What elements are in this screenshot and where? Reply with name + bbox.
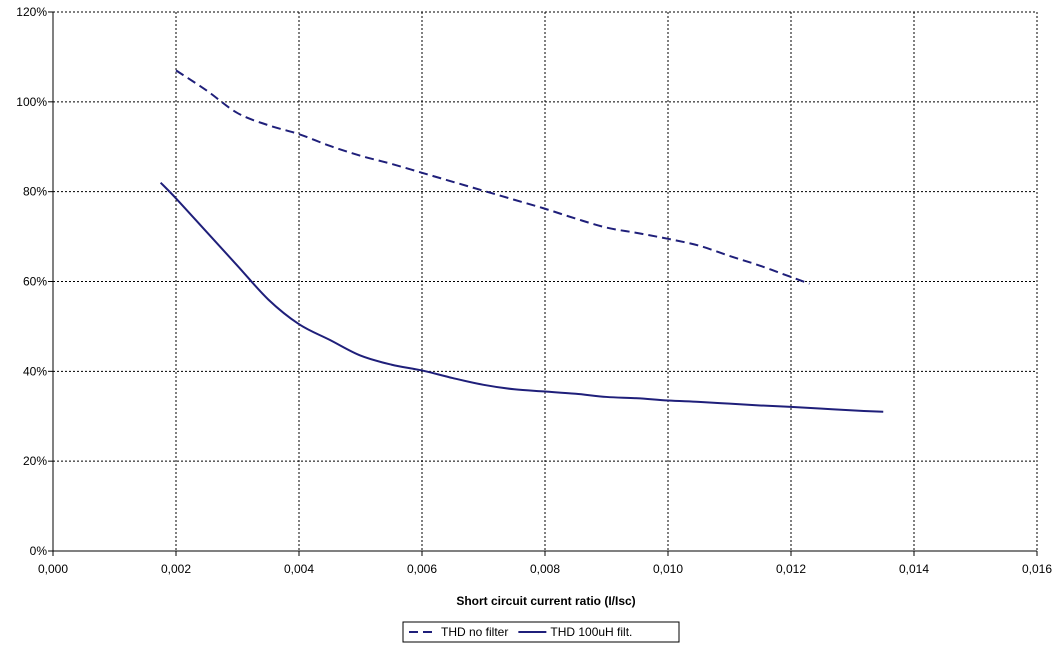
x-tick-label: 0,016 xyxy=(1022,562,1052,576)
x-tick-label: 0,008 xyxy=(530,562,560,576)
grid-lines xyxy=(53,11,1038,551)
x-tick-label: 0,000 xyxy=(38,562,68,576)
x-tick-label: 0,004 xyxy=(284,562,314,576)
x-tick-labels: 0,000 0,002 0,004 0,006 0,008 0,010 0,012 0,014… xyxy=(38,562,1052,576)
x-tick-label: 0,006 xyxy=(407,562,437,576)
x-tick-label: 0,010 xyxy=(653,562,683,576)
x-tick-label: 0,014 xyxy=(899,562,929,576)
y-tick-label: 20% xyxy=(23,454,47,468)
y-tick-label: 60% xyxy=(23,275,47,289)
y-tick-label: 80% xyxy=(23,185,47,199)
legend: THD no filter THD 100uH filt. xyxy=(402,621,680,643)
y-tick-label: 120% xyxy=(16,5,47,19)
legend-label: THD 100uH filt. xyxy=(550,625,632,639)
series-line-no-filter xyxy=(175,69,810,285)
y-tick-label: 40% xyxy=(23,364,47,378)
x-tick-label: 0,002 xyxy=(161,562,191,576)
y-tick-labels: 0% 20% 40% 60% 80% 100% 120% xyxy=(16,5,47,558)
legend-label: THD no filter xyxy=(441,625,508,639)
series-line-100uh-filter xyxy=(159,181,884,413)
x-tick-label: 0,012 xyxy=(776,562,806,576)
y-tick-label: 100% xyxy=(16,95,47,109)
axes xyxy=(48,11,1038,556)
series-layer xyxy=(159,69,884,413)
y-tick-label: 0% xyxy=(30,544,48,558)
x-axis-title: Short circuit current ratio (I/Isc) xyxy=(456,594,635,608)
